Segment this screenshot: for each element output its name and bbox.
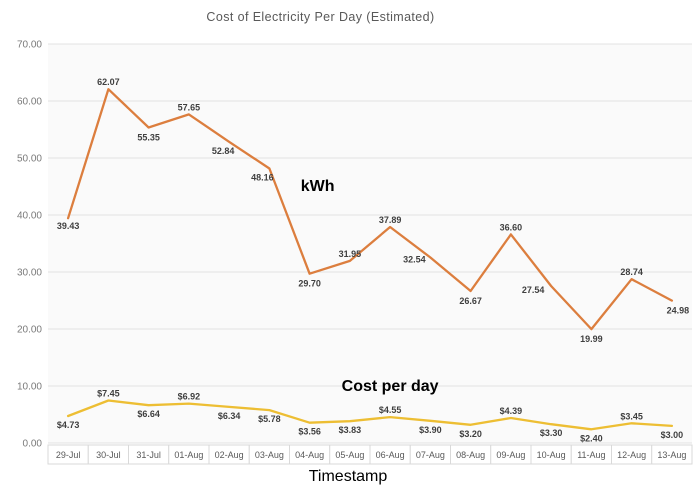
data-label: 28.74 — [620, 267, 643, 277]
y-axis-tick-label: 40.00 — [17, 211, 42, 222]
data-label: 27.54 — [522, 285, 545, 295]
series-annotation-kwh: kWh — [301, 178, 335, 195]
data-label: 32.54 — [403, 255, 426, 265]
x-axis-cell — [651, 444, 693, 465]
x-axis-tick-label: 06-Aug — [376, 450, 405, 460]
y-axis-tick-label: 70.00 — [17, 40, 42, 51]
data-label: $3.00 — [661, 430, 684, 440]
x-axis-tick-label: 30-Jul — [96, 450, 121, 460]
data-label: $6.34 — [218, 411, 241, 421]
data-label: $3.56 — [298, 427, 321, 437]
x-axis-tick-label: 05-Aug — [335, 450, 364, 460]
series-line-cost-per-day — [66, 399, 674, 431]
data-label: $3.83 — [339, 425, 362, 435]
data-label: 55.35 — [137, 133, 160, 143]
data-label: 57.65 — [178, 102, 201, 112]
x-axis-tick-label: 02-Aug — [215, 450, 244, 460]
data-label: 37.89 — [379, 215, 402, 225]
chart-title: Cost of Electricity Per Day (Estimated) — [206, 10, 435, 24]
data-label: $3.20 — [459, 429, 482, 439]
data-label: $3.30 — [540, 428, 563, 438]
x-axis-tick-label: 29-Jul — [56, 450, 81, 460]
data-label: 29.70 — [298, 279, 321, 289]
data-label: $4.73 — [57, 420, 80, 430]
y-axis-tick-label: 0.00 — [23, 439, 43, 450]
y-axis-tick-label: 20.00 — [17, 325, 42, 336]
x-axis-tick-label: 04-Aug — [295, 450, 324, 460]
x-axis-tick-label: 03-Aug — [255, 450, 284, 460]
y-axis-tick-label: 10.00 — [17, 382, 42, 393]
data-label: $2.40 — [580, 433, 603, 443]
data-label: 62.07 — [97, 77, 120, 87]
x-axis-tick-label: 07-Aug — [416, 450, 445, 460]
data-label: 31.95 — [339, 249, 362, 259]
data-label: 26.67 — [459, 296, 482, 306]
data-label: 52.84 — [212, 146, 235, 156]
series-line-kwh — [66, 88, 674, 331]
x-axis-tick-label: 08-Aug — [456, 450, 485, 460]
x-axis-tick-label: 31-Jul — [136, 450, 161, 460]
x-axis-tick-label: 01-Aug — [174, 450, 203, 460]
x-axis-tick-label: 09-Aug — [496, 450, 525, 460]
x-axis-tick-label: 11-Aug — [577, 450, 605, 460]
x-axis-title: Timestamp — [308, 468, 388, 485]
x-axis-tick-label: 13-Aug — [657, 450, 686, 460]
data-label: 39.43 — [57, 221, 80, 231]
data-label: 36.60 — [500, 222, 523, 232]
data-label: $3.90 — [419, 425, 442, 435]
y-axis-tick-label: 50.00 — [17, 154, 42, 165]
data-label: $6.92 — [178, 392, 201, 402]
data-label: $3.45 — [620, 411, 643, 421]
data-label: 48.16 — [251, 172, 274, 182]
x-axis-tick-label: 10-Aug — [537, 450, 566, 460]
data-label: $6.64 — [137, 409, 160, 419]
data-label: $7.45 — [97, 389, 120, 399]
data-label: 19.99 — [580, 334, 603, 344]
data-label: $4.55 — [379, 405, 402, 415]
series-annotation-cost-per-day: Cost per day — [342, 378, 439, 395]
data-label: $5.78 — [258, 414, 281, 424]
y-axis-tick-label: 30.00 — [17, 268, 42, 279]
data-label: $4.39 — [500, 406, 523, 416]
y-axis-tick-label: 60.00 — [17, 97, 42, 108]
data-label: 24.98 — [667, 306, 690, 316]
x-axis-tick-label: 12-Aug — [617, 450, 646, 460]
